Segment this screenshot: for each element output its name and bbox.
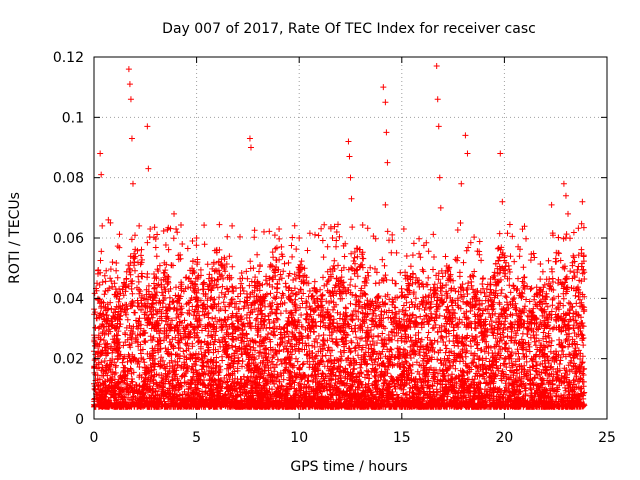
data-point xyxy=(129,180,136,187)
data-point xyxy=(98,171,105,178)
x-tick-labels: 0 5 10 15 20 25 xyxy=(90,430,616,446)
data-point xyxy=(497,150,504,157)
x-axis-label: GPS time / hours xyxy=(290,459,407,475)
y-tick-labels: 0 0.02 0.04 0.06 0.08 0.1 0.12 xyxy=(53,50,84,428)
data-point xyxy=(462,132,469,139)
y-tick-label: 0 xyxy=(75,412,84,428)
data-point xyxy=(247,144,254,151)
data-point xyxy=(400,225,407,232)
data-point xyxy=(145,165,152,172)
x-tick-label: 10 xyxy=(290,430,308,446)
data-point xyxy=(383,129,390,136)
axis-ticks xyxy=(93,56,608,420)
data-point xyxy=(348,195,355,202)
dense-point-cloud xyxy=(91,220,588,410)
y-tick-label: 0.02 xyxy=(53,352,84,368)
x-tick-label: 5 xyxy=(192,430,201,446)
y-tick-label: 0.12 xyxy=(53,50,84,66)
data-point xyxy=(434,96,441,103)
data-point xyxy=(99,222,106,229)
data-point xyxy=(179,241,186,248)
y-tick-label: 0.06 xyxy=(53,231,84,247)
y-tick-label: 0.04 xyxy=(53,291,84,307)
data-point xyxy=(548,201,555,208)
data-point xyxy=(144,123,151,130)
data-point xyxy=(499,198,506,205)
data-point xyxy=(193,235,200,241)
chart-title: Day 007 of 2017, Rate Of TEC Index for r… xyxy=(162,21,536,37)
data-point xyxy=(105,216,112,223)
data-point xyxy=(345,138,352,145)
data-point xyxy=(296,235,303,241)
data-point xyxy=(246,135,253,142)
x-tick-label: 0 xyxy=(90,430,99,446)
data-point xyxy=(560,180,567,187)
data-point xyxy=(136,222,143,229)
data-point xyxy=(189,238,196,245)
data-point xyxy=(107,219,114,226)
data-point xyxy=(562,192,569,199)
data-point xyxy=(437,204,444,211)
data-point xyxy=(128,135,135,142)
data-point xyxy=(464,150,471,157)
data-point xyxy=(382,201,389,208)
data-point xyxy=(125,66,132,73)
data-point xyxy=(565,210,572,217)
y-axis-label: ROTI / TECUs xyxy=(7,192,23,284)
data-point xyxy=(433,63,440,70)
data-point xyxy=(173,225,180,232)
data-point xyxy=(579,198,586,205)
data-point xyxy=(127,96,134,103)
x-tick-label: 15 xyxy=(393,430,411,446)
data-point xyxy=(97,150,104,157)
data-points xyxy=(91,63,588,410)
data-point xyxy=(382,99,389,106)
y-tick-label: 0.1 xyxy=(62,110,84,126)
data-point xyxy=(380,84,387,91)
x-tick-label: 25 xyxy=(598,430,616,446)
data-point xyxy=(435,123,442,130)
data-point xyxy=(436,174,443,181)
data-point xyxy=(126,81,133,88)
data-point xyxy=(384,159,391,166)
data-point xyxy=(346,153,353,160)
outlier-points xyxy=(97,63,586,266)
x-tick-label: 20 xyxy=(495,430,513,446)
data-point xyxy=(171,210,178,217)
data-point xyxy=(347,174,354,181)
y-tick-label: 0.08 xyxy=(53,171,84,187)
data-point xyxy=(109,259,116,266)
data-point xyxy=(458,180,465,187)
